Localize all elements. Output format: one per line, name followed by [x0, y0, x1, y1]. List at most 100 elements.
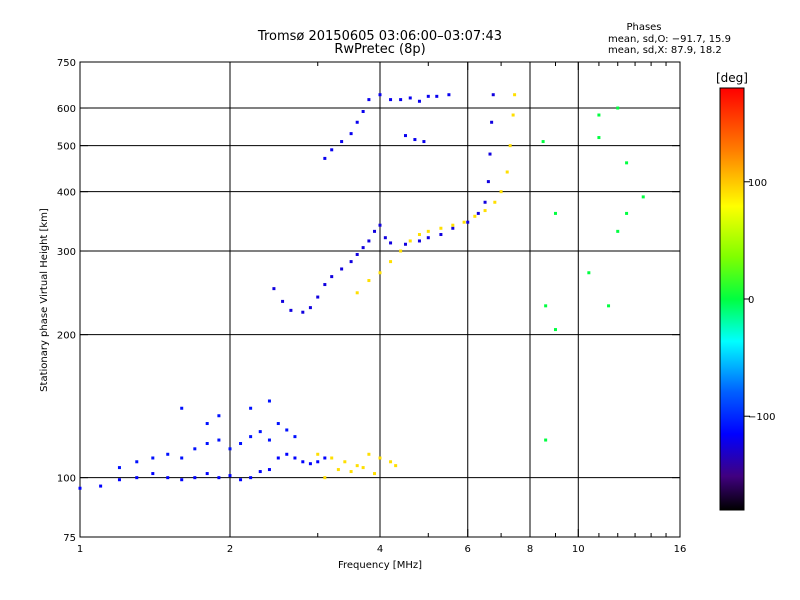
echo-point — [361, 109, 365, 113]
echo-point — [373, 229, 377, 233]
echo-point — [403, 242, 407, 246]
echo-point — [272, 287, 276, 291]
echo-point — [239, 442, 243, 446]
echo-point — [267, 468, 271, 472]
echo-point — [239, 478, 243, 482]
echo-point — [394, 464, 398, 468]
echo-point — [389, 241, 393, 245]
echo-point — [217, 414, 221, 418]
chart-title: Tromsø 20150605 03:06:00–03:07:43 — [257, 29, 502, 44]
echo-point — [205, 442, 209, 446]
echo-point — [422, 140, 426, 144]
echo-point — [367, 279, 371, 283]
echo-point — [285, 428, 289, 432]
echo-point — [417, 99, 421, 103]
echo-point — [417, 233, 421, 237]
echo-point — [451, 226, 455, 230]
echo-point — [389, 460, 393, 464]
colorbar-label: [deg] — [716, 71, 748, 85]
echo-point — [249, 476, 253, 480]
echo-point — [544, 304, 548, 308]
phase-stats-x: mean, sd,X: 87.9, 18.2 — [608, 45, 722, 56]
echo-point — [373, 472, 377, 476]
echo-point — [267, 438, 271, 442]
echo-point — [513, 93, 517, 97]
echo-point — [355, 252, 359, 256]
x-tick-label: 6 — [465, 544, 471, 555]
phase-stats-o: mean, sd,O: −91.7, 15.9 — [608, 34, 731, 45]
echo-point — [488, 152, 492, 156]
echo-point — [316, 452, 320, 456]
echo-point — [180, 456, 184, 460]
echo-point — [367, 452, 371, 456]
echo-points — [78, 93, 645, 490]
echo-point — [135, 476, 139, 480]
echo-point — [267, 399, 271, 403]
echo-point — [193, 447, 197, 451]
echo-point — [166, 476, 170, 480]
echo-point — [466, 220, 470, 224]
echo-point — [316, 460, 320, 464]
phase-stats-title: Phases — [626, 22, 661, 33]
echo-point — [349, 260, 353, 264]
echo-point — [473, 214, 477, 218]
echo-point — [180, 478, 184, 482]
echo-point — [249, 406, 253, 410]
echo-point — [193, 476, 197, 480]
echo-point — [378, 456, 382, 460]
echo-point — [462, 220, 466, 224]
echo-point — [399, 249, 403, 253]
echo-point — [330, 148, 334, 152]
chart-subtitle: RwPretec (8p) — [334, 42, 425, 57]
echo-point — [511, 113, 515, 117]
echo-point — [323, 476, 327, 480]
echo-point — [361, 246, 365, 250]
echo-point — [258, 430, 262, 434]
echo-point — [308, 462, 312, 466]
echo-point — [399, 98, 403, 102]
y-tick-label: 200 — [57, 331, 76, 342]
echo-point — [493, 200, 497, 204]
echo-point — [323, 456, 327, 460]
echo-point — [597, 113, 601, 117]
echo-point — [151, 456, 155, 460]
colorbar — [719, 87, 745, 511]
echo-point — [323, 283, 327, 287]
echo-point — [451, 223, 455, 227]
echo-point — [117, 466, 121, 470]
echo-point — [343, 460, 347, 464]
y-tick-label: 600 — [57, 104, 76, 115]
echo-point — [301, 310, 305, 314]
echo-point — [505, 170, 509, 174]
echo-point — [508, 144, 512, 148]
echo-point — [476, 211, 480, 215]
echo-point — [336, 468, 340, 472]
y-tick-label: 750 — [57, 58, 76, 69]
echo-point — [486, 180, 490, 184]
echo-point — [367, 239, 371, 243]
echo-point — [426, 229, 430, 233]
echo-point — [355, 120, 359, 124]
echo-point — [426, 236, 430, 240]
echo-point — [340, 267, 344, 271]
echo-point — [378, 271, 382, 275]
echo-point — [151, 472, 155, 476]
grid-lines — [80, 62, 680, 537]
echo-point — [541, 140, 545, 144]
echo-point — [78, 486, 82, 490]
echo-point — [439, 226, 443, 230]
echo-point — [389, 98, 393, 102]
echo-point — [491, 93, 495, 97]
echo-point — [293, 456, 297, 460]
echo-point — [276, 422, 280, 426]
echo-point — [361, 466, 365, 470]
echo-point — [330, 275, 334, 279]
echo-point — [439, 233, 443, 237]
echo-point — [289, 308, 293, 312]
echo-point — [378, 93, 382, 97]
echo-point — [616, 229, 620, 233]
echo-point — [417, 239, 421, 243]
echo-point — [435, 94, 439, 98]
y-tick-label: 300 — [57, 247, 76, 258]
